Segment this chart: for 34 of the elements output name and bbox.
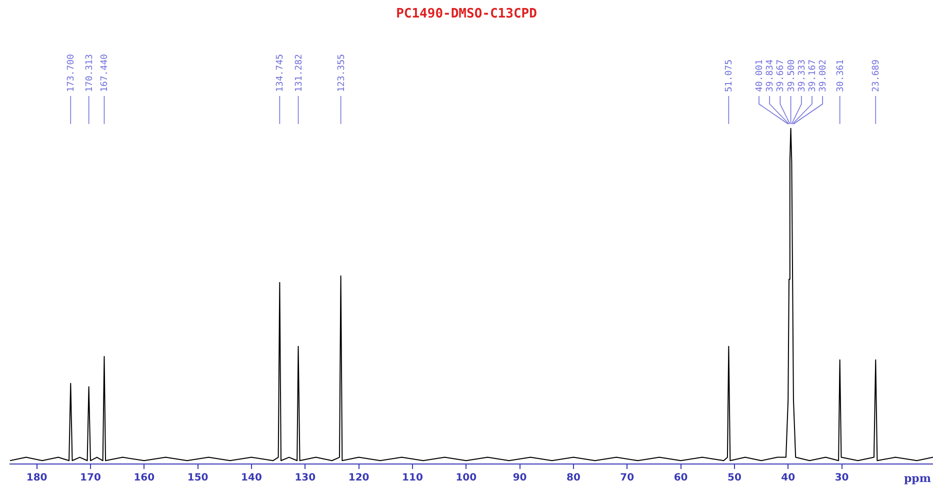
x-tick-label: 170 — [80, 472, 101, 484]
annotation: 23.689 — [872, 59, 882, 92]
annotation: 123.355 — [336, 54, 347, 92]
x-tick-label: 180 — [26, 472, 48, 484]
annotation: 39.167 — [808, 59, 818, 92]
x-tick-label: 130 — [294, 472, 316, 484]
annotation: 170.313 — [84, 54, 95, 92]
x-tick-label: 30 — [834, 472, 849, 484]
x-tick-label: 110 — [402, 472, 423, 484]
x-tick-label: 50 — [727, 472, 742, 484]
x-tick-label: 160 — [134, 472, 155, 484]
annotation: 40.001 — [754, 59, 765, 92]
annotation: 39.333 — [797, 59, 808, 92]
x-tick-label: 150 — [187, 472, 208, 484]
x-tick-label: 120 — [348, 472, 370, 484]
annotation: 39.667 — [776, 59, 786, 92]
annotation: 131.282 — [294, 54, 304, 92]
annotation: 134.745 — [276, 54, 286, 92]
annotation: 173.700 — [66, 54, 77, 92]
x-tick-label: 60 — [674, 472, 688, 484]
x-tick-label: 100 — [456, 472, 477, 484]
annotation: 39.834 — [766, 59, 776, 92]
x-tick-label: 70 — [620, 472, 634, 484]
x-tick-label: 90 — [512, 472, 527, 484]
annotation: 51.075 — [724, 59, 735, 92]
x-tick-label: 140 — [241, 472, 262, 484]
annotation: 39.002 — [818, 59, 829, 92]
annotation: 30.361 — [836, 59, 846, 92]
x-tick-label: 40 — [781, 472, 796, 484]
annotation: 167.440 — [100, 54, 110, 92]
x-tick-label: 80 — [566, 472, 580, 484]
x-axis-title: ppm — [904, 472, 932, 485]
annotation: 39.500 — [786, 59, 797, 92]
chart-title: PC1490-DMSO-C13CPD — [396, 6, 538, 22]
